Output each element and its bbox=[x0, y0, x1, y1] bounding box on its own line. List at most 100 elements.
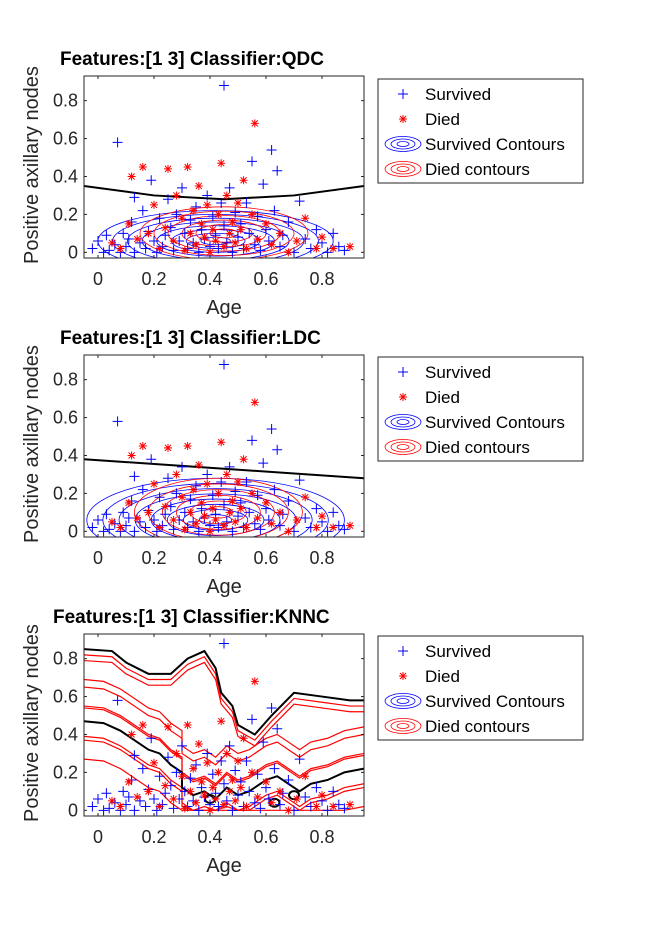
survived-point bbox=[227, 247, 238, 258]
survived-point bbox=[101, 788, 112, 799]
survived-point bbox=[272, 165, 283, 176]
survived-point bbox=[140, 243, 151, 254]
legend-survived-contour-icon bbox=[390, 138, 416, 150]
survived-point bbox=[216, 756, 227, 767]
died-point bbox=[124, 219, 133, 228]
x-tick-label: 0.2 bbox=[141, 269, 166, 289]
legend: Survived Died Survived Contours Died contou… bbox=[377, 78, 584, 184]
survived-point bbox=[146, 454, 157, 465]
died-point bbox=[197, 777, 206, 786]
subplot-1: 0 0.2 0.4 0.6 0.8 0 0.2 0.4 0.6 0.8 Features:[1 3]… bbox=[21, 49, 584, 319]
decision-boundary bbox=[84, 184, 364, 201]
legend-survived-marker bbox=[398, 646, 408, 656]
survived-point bbox=[123, 513, 134, 524]
legend-died-contour-icon bbox=[390, 163, 416, 175]
died-point bbox=[231, 796, 240, 805]
died-point bbox=[262, 219, 270, 228]
x-tick-label: 0.6 bbox=[253, 548, 278, 568]
died-point bbox=[253, 793, 262, 802]
died-point bbox=[346, 800, 354, 809]
survived-point bbox=[149, 235, 159, 246]
died-point bbox=[214, 489, 223, 498]
died-point bbox=[155, 244, 164, 253]
survived-point bbox=[202, 469, 213, 480]
legend: Survived Died Survived Contours Died contou… bbox=[377, 356, 584, 462]
survived-point bbox=[241, 477, 252, 488]
died-point bbox=[220, 521, 228, 530]
y-tick-label: 0.2 bbox=[53, 204, 78, 224]
survived-point bbox=[258, 458, 269, 469]
died-point bbox=[234, 757, 242, 766]
legend-survived-contour-icon bbox=[390, 416, 416, 428]
legend-died-contour-icon bbox=[384, 161, 422, 177]
died-point bbox=[250, 119, 259, 128]
died-point bbox=[116, 523, 125, 532]
died-point bbox=[124, 498, 133, 507]
died-point bbox=[133, 235, 142, 244]
decision-boundary bbox=[84, 458, 364, 480]
died-point bbox=[108, 517, 116, 526]
died-point bbox=[346, 521, 354, 530]
survived-point bbox=[275, 241, 285, 252]
died-point bbox=[127, 730, 136, 739]
died-point bbox=[108, 238, 116, 247]
died-point bbox=[197, 498, 206, 507]
survived-point bbox=[188, 516, 199, 527]
y-tick-label: 0.2 bbox=[53, 483, 78, 503]
survived-contour bbox=[141, 221, 290, 258]
died-contour bbox=[84, 758, 364, 811]
died-point bbox=[211, 794, 220, 803]
died-point bbox=[200, 791, 209, 800]
y-tick-label: 0.8 bbox=[53, 91, 78, 111]
legend-label: Survived Contours bbox=[425, 413, 565, 432]
survived-point bbox=[230, 486, 241, 497]
survived-point bbox=[154, 492, 165, 503]
survived-point bbox=[255, 803, 266, 814]
survived-point bbox=[283, 495, 294, 506]
survived-point bbox=[272, 723, 283, 734]
died-point bbox=[284, 806, 293, 815]
died-point bbox=[267, 240, 276, 249]
died-point bbox=[108, 796, 116, 805]
survived-point bbox=[275, 520, 285, 531]
survived-point bbox=[300, 234, 311, 245]
survived-contour bbox=[127, 217, 305, 258]
survived-point bbox=[227, 526, 238, 537]
survived-point bbox=[177, 461, 187, 472]
legend-survived-marker bbox=[398, 89, 408, 99]
survived-point bbox=[244, 228, 255, 239]
y-tick-label: 0.4 bbox=[53, 445, 78, 465]
died-point bbox=[127, 172, 136, 181]
survived-point bbox=[219, 359, 229, 370]
legend-survived-contour-icon bbox=[396, 141, 410, 147]
died-point bbox=[124, 777, 133, 786]
died-point bbox=[186, 787, 195, 796]
x-axis-label: Age bbox=[206, 576, 242, 598]
legend-label: Died contours bbox=[425, 717, 530, 736]
survived-point bbox=[247, 156, 257, 167]
survived-point bbox=[216, 477, 227, 488]
y-axis-label: Positive axillary nodes bbox=[21, 345, 43, 543]
survived-point bbox=[163, 194, 173, 205]
survived-point bbox=[168, 524, 179, 535]
y-axis-label: Positive axillary nodes bbox=[21, 66, 43, 264]
survived-point bbox=[266, 423, 277, 434]
survived-point bbox=[137, 763, 148, 774]
died-point bbox=[203, 200, 212, 209]
x-tick-label: 0 bbox=[93, 548, 103, 568]
died-point bbox=[217, 438, 226, 447]
survived-point bbox=[322, 526, 333, 537]
died-point bbox=[178, 772, 186, 781]
died-point bbox=[194, 739, 203, 748]
legend-died-marker bbox=[399, 393, 407, 401]
survived-point bbox=[269, 205, 280, 216]
died-point bbox=[150, 479, 158, 488]
survived-point bbox=[339, 803, 350, 814]
died-point bbox=[236, 504, 245, 513]
died-point bbox=[161, 502, 170, 511]
died-point bbox=[231, 517, 240, 526]
died-point bbox=[150, 200, 158, 209]
died-contour bbox=[84, 707, 364, 787]
died-point bbox=[250, 398, 259, 407]
died-point bbox=[138, 721, 147, 729]
